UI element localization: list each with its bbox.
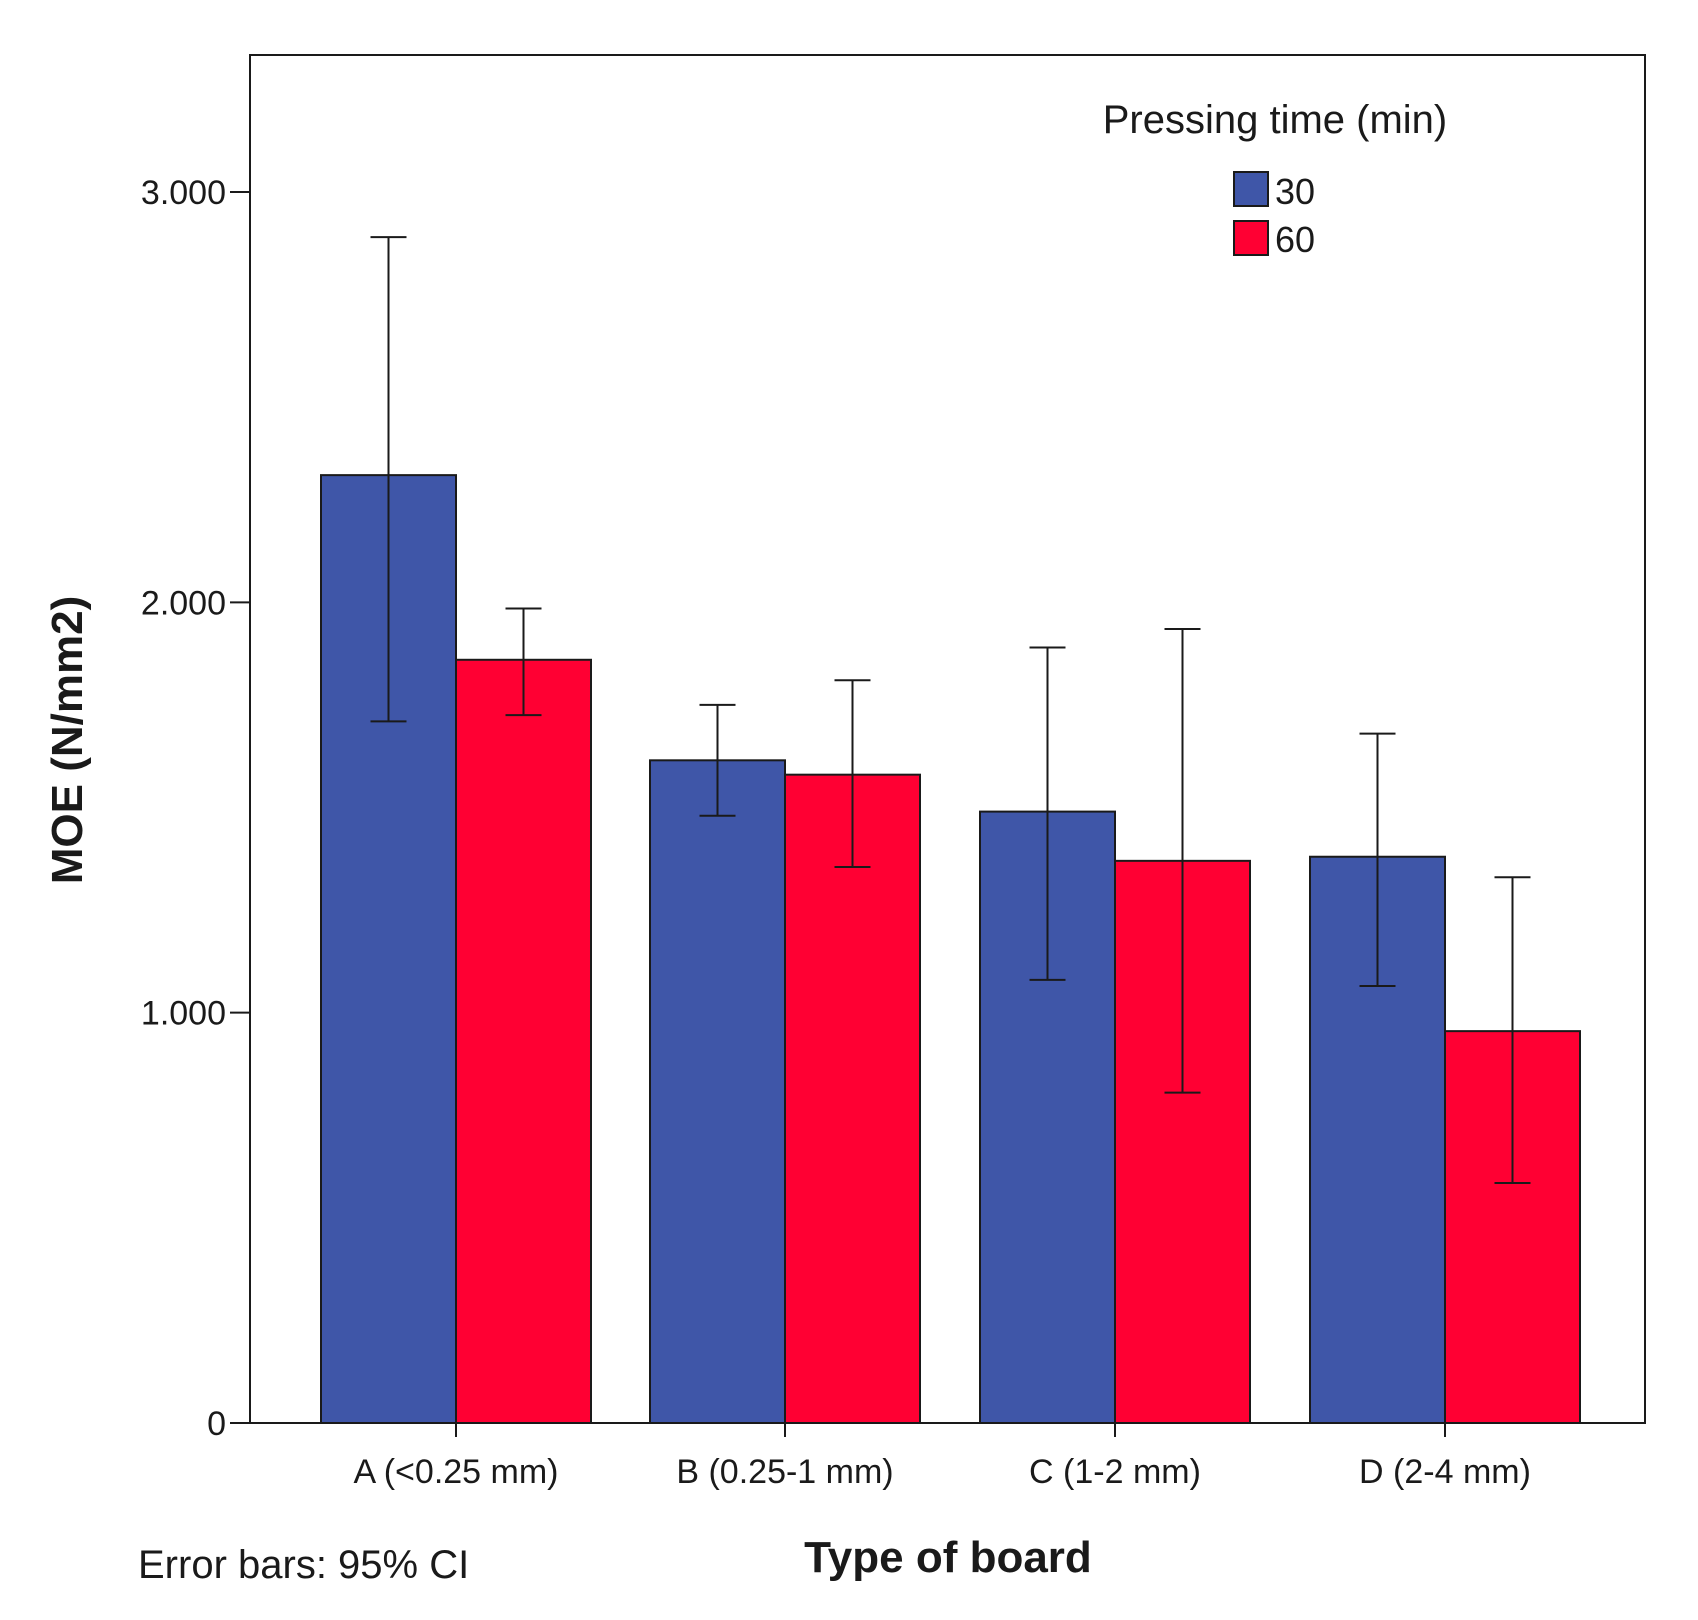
legend-label-60: 60: [1275, 219, 1315, 260]
x-tick-label: D (2-4 mm): [1359, 1453, 1531, 1491]
error-bar-30-1: [699, 703, 736, 817]
y-tick-label: 1.000: [141, 995, 226, 1033]
y-tick-label: 0: [207, 1405, 226, 1443]
y-axis-title: MOE (N/mm2): [43, 596, 92, 884]
x-tick-label: C (1-2 mm): [1029, 1453, 1201, 1491]
legend-title: Pressing time (min): [1103, 98, 1448, 142]
error-bar-30-0: [370, 236, 407, 723]
y-axis: 0 1.000 2.000 3.000: [141, 174, 250, 1443]
y-tick-label: 3.000: [141, 174, 226, 212]
legend-label-30: 30: [1275, 171, 1315, 212]
error-bar-30-2: [1029, 646, 1066, 981]
error-bars-note: Error bars: 95% CI: [138, 1543, 469, 1587]
y-tick-label: 2.000: [141, 584, 226, 622]
error-bar-60-1: [834, 679, 871, 868]
error-bar-60-0: [505, 607, 542, 717]
x-tick-label: A (<0.25 mm): [353, 1453, 558, 1491]
legend-swatch-30: [1233, 171, 1269, 207]
legend-swatch-60: [1233, 220, 1269, 256]
bars: [320, 474, 1581, 1425]
bar-60-1: [784, 773, 921, 1424]
bar-30-1: [649, 759, 786, 1424]
x-tick-label: B (0.25-1 mm): [676, 1453, 893, 1491]
legend: Pressing time (min) 30 60: [1103, 98, 1448, 260]
error-bars: [370, 236, 1531, 1184]
error-bar-60-3: [1494, 876, 1531, 1184]
error-bar-30-3: [1359, 732, 1396, 987]
bar-60-0: [455, 658, 592, 1424]
error-bar-60-2: [1164, 628, 1201, 1094]
x-axis-title: Type of board: [804, 1533, 1092, 1582]
x-axis: A (<0.25 mm) B (0.25-1 mm) C (1-2 mm) D (2-…: [353, 1423, 1531, 1491]
